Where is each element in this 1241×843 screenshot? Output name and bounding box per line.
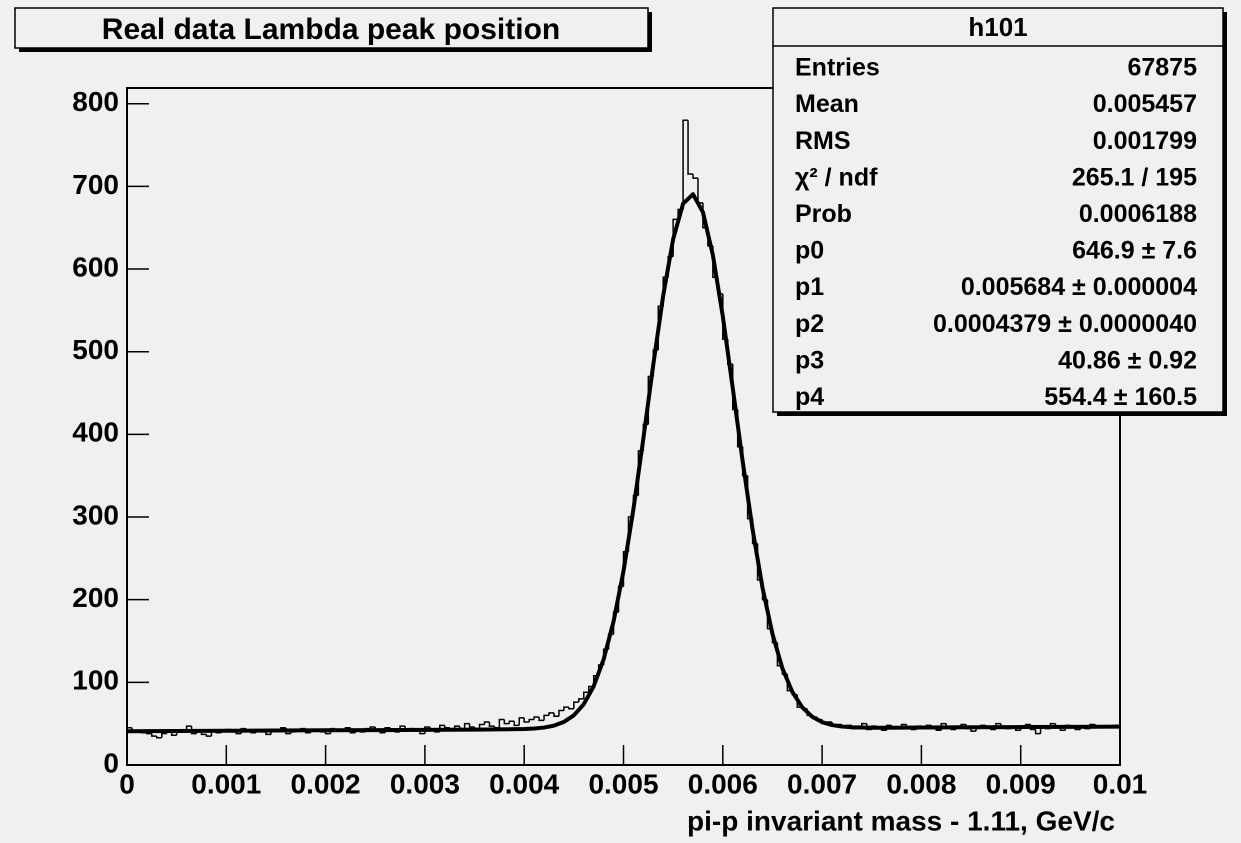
x-tick-label: 0.004 (489, 768, 559, 799)
stats-value: 0.001799 (1093, 127, 1197, 155)
x-tick-label: 0.005 (588, 768, 658, 799)
histogram-bin (533, 716, 540, 720)
stats-label: p0 (795, 237, 824, 265)
histogram-bin (568, 707, 574, 710)
histogram-bin (553, 712, 559, 717)
y-tick-label: 200 (72, 582, 119, 613)
stats-label: χ² / ndf (795, 163, 878, 191)
histogram-bin (265, 731, 271, 736)
plot-area (126, 102, 1121, 766)
histogram-bin (190, 726, 197, 735)
x-tick-label: 0.001 (191, 768, 261, 799)
x-tick-label: 0.003 (390, 768, 460, 799)
histogram-bin (548, 712, 554, 716)
x-axis-label: pi-p invariant mass - 1.11, GeV/c (687, 805, 1115, 836)
histogram-bin (513, 721, 520, 727)
histogram-bin (682, 119, 689, 210)
histogram-bin (488, 722, 495, 727)
histogram-bin (692, 173, 698, 179)
y-tick-label: 100 (72, 665, 119, 696)
stats-value: 0.005457 (1093, 90, 1197, 118)
x-tick-label: 0.007 (787, 768, 857, 799)
chart-title: Real data Lambda peak position (102, 13, 560, 46)
histogram-bin (151, 733, 157, 737)
stats-value: 265.1 / 195 (1072, 163, 1197, 191)
histogram-bin (463, 722, 470, 729)
stats-label: p3 (795, 346, 824, 374)
histogram-bin (583, 691, 589, 699)
histogram-bin (687, 120, 694, 175)
stats-value: 0.0006188 (1079, 200, 1197, 228)
stats-value: 0.005684 ± 0.000004 (961, 273, 1197, 301)
histogram-bin (518, 717, 525, 726)
histogram-bin (156, 736, 162, 739)
histogram-bin (498, 718, 505, 728)
stats-label: Entries (795, 54, 880, 82)
y-tick-label: 400 (72, 417, 119, 448)
stats-title: h101 (968, 12, 1027, 42)
histogram-bin (483, 721, 490, 725)
histogram-bin (970, 728, 977, 732)
y-tick-label: 800 (72, 86, 119, 117)
histogram-bin (205, 734, 212, 737)
histogram-bin (369, 726, 376, 729)
fit-curve (126, 192, 1121, 734)
histogram-bin (508, 720, 515, 724)
title-box (14, 7, 649, 49)
stats-value: 0.0004379 ± 0.0000040 (933, 310, 1197, 338)
histogram-bin (563, 706, 569, 711)
y-tick-label: 700 (72, 169, 119, 200)
y-tick-label: 500 (72, 334, 119, 365)
histogram-bin (573, 701, 579, 709)
histogram-bin (543, 714, 550, 721)
y-tick-label: 0 (103, 747, 119, 778)
x-tick-label: 0.002 (291, 768, 361, 799)
stats-value: 554.4 ± 160.5 (1044, 383, 1197, 411)
stats-value: 646.9 ± 7.6 (1072, 237, 1197, 265)
stats-rows: Entries 67875 Mean 0.005457 RMS 0.001799 χ² / … (795, 54, 1197, 411)
histogram-bin (161, 732, 167, 738)
histogram-bin (1034, 729, 1041, 735)
y-tick-label: 300 (72, 499, 119, 530)
x-tick-label: 0.008 (886, 768, 956, 799)
y-tick-label: 600 (72, 251, 119, 282)
histogram-bin (419, 731, 425, 735)
stats-label: Mean (795, 90, 859, 118)
histogram-bin (523, 717, 530, 723)
stats-box (772, 7, 1224, 413)
stats-label: p4 (795, 383, 824, 411)
histogram-bin (528, 718, 535, 723)
stats-label: RMS (795, 127, 851, 155)
histogram-bin (503, 719, 510, 725)
stats-label: Prob (795, 200, 852, 228)
histogram-bin (558, 709, 564, 717)
x-tick-label: 0.01 (1093, 768, 1148, 799)
histogram-bin (126, 727, 132, 765)
stats-value: 67875 (1127, 54, 1197, 82)
histogram-bin (468, 723, 475, 728)
stats-value: 40.86 ± 0.92 (1058, 346, 1197, 374)
x-tick-label: 0 (119, 768, 135, 799)
x-tick-label: 0.009 (986, 768, 1056, 799)
histogram-bin (538, 717, 545, 722)
stats-label: p2 (795, 310, 824, 338)
histogram-bin (324, 731, 331, 735)
histogram-bin (578, 698, 584, 703)
x-tick-label: 0.006 (688, 768, 758, 799)
stats-label: p1 (795, 273, 824, 301)
